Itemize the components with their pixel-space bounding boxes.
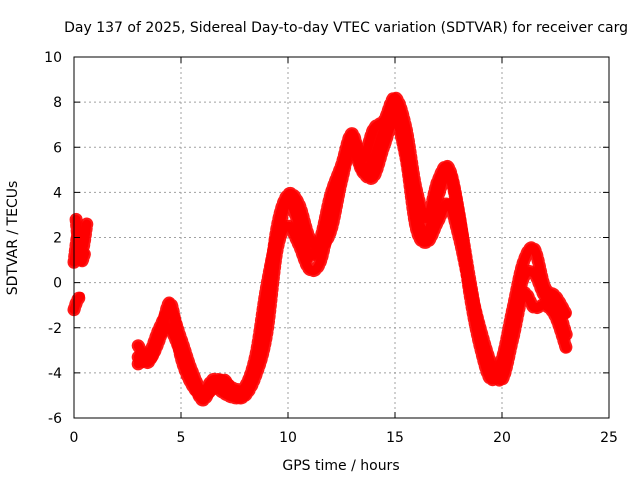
data-point [369,154,378,163]
data-point [166,307,175,316]
data-point [530,244,539,253]
data-point [230,384,239,393]
data-point [284,197,292,206]
data-point [209,375,218,384]
data-point [251,350,260,359]
data-point [72,215,81,224]
y-tick-label: -2 [48,321,62,337]
data-point [380,125,389,134]
data-point [530,303,539,312]
data-point [391,93,399,102]
x-tick-label: 15 [386,430,404,446]
data-point [262,283,271,292]
data-point [82,219,91,228]
series-track-3 [69,212,92,269]
data-point [305,251,314,260]
data-point [476,335,485,344]
data-point [562,344,571,353]
x-tick-label: 5 [177,430,186,446]
data-point [433,192,442,201]
data-point [198,386,207,395]
data-point [219,389,228,398]
x-tick-label: 25 [600,430,618,446]
x-axis-title: GPS time / hours [282,458,399,474]
data-point [144,350,153,359]
series-track-6 [131,101,573,398]
data-point [358,165,367,174]
y-tick-label: -4 [48,366,62,382]
data-point [465,276,474,285]
data-point [498,364,506,373]
series-layer [67,91,573,407]
data-point [562,330,571,339]
data-point [412,208,421,217]
data-point [155,323,164,332]
y-tick-label: 6 [53,140,62,156]
data-point [369,172,378,181]
data-point [241,382,250,391]
data-point [326,190,335,199]
data-point [76,292,85,301]
data-point [348,129,357,138]
data-point [305,265,314,274]
data-point [519,274,528,283]
data-point [369,125,378,134]
data-point [530,269,539,278]
data-point [273,231,282,240]
data-point [187,366,196,375]
data-point [316,235,325,244]
x-tick-label: 10 [279,430,297,446]
data-point [76,256,85,265]
y-axis-title: SDTVAR / TECUs [5,181,21,296]
chart-title: Day 137 of 2025, Sidereal Day-to-day VTE… [64,20,628,36]
data-point [508,319,517,328]
data-point [487,368,496,377]
y-tick-label: 0 [53,276,62,292]
data-point [316,258,325,267]
axis-ticks: 0 5 10 15 20 25 -6 -4 -2 0 2 4 6 8 10 [44,50,618,446]
data-point [134,341,143,350]
data-point [134,359,143,368]
x-tick-label: 0 [70,430,79,446]
y-tick-label: 4 [53,185,62,201]
data-point [73,296,82,305]
data-point [219,377,228,386]
y-tick-label: -6 [48,411,62,427]
y-tick-label: 2 [53,231,62,247]
data-point [551,298,560,307]
data-point [423,228,432,237]
data-point [391,104,399,113]
data-point [337,161,346,170]
y-tick-label: 10 [44,50,62,66]
data-point [444,168,453,177]
data-point [455,213,464,222]
data-point [540,292,549,301]
x-tick-label: 20 [493,430,511,446]
data-point [401,145,410,154]
data-point [80,249,89,258]
data-point [294,219,303,228]
y-tick-label: 8 [53,95,62,111]
data-point [519,258,528,267]
data-point [177,335,185,344]
